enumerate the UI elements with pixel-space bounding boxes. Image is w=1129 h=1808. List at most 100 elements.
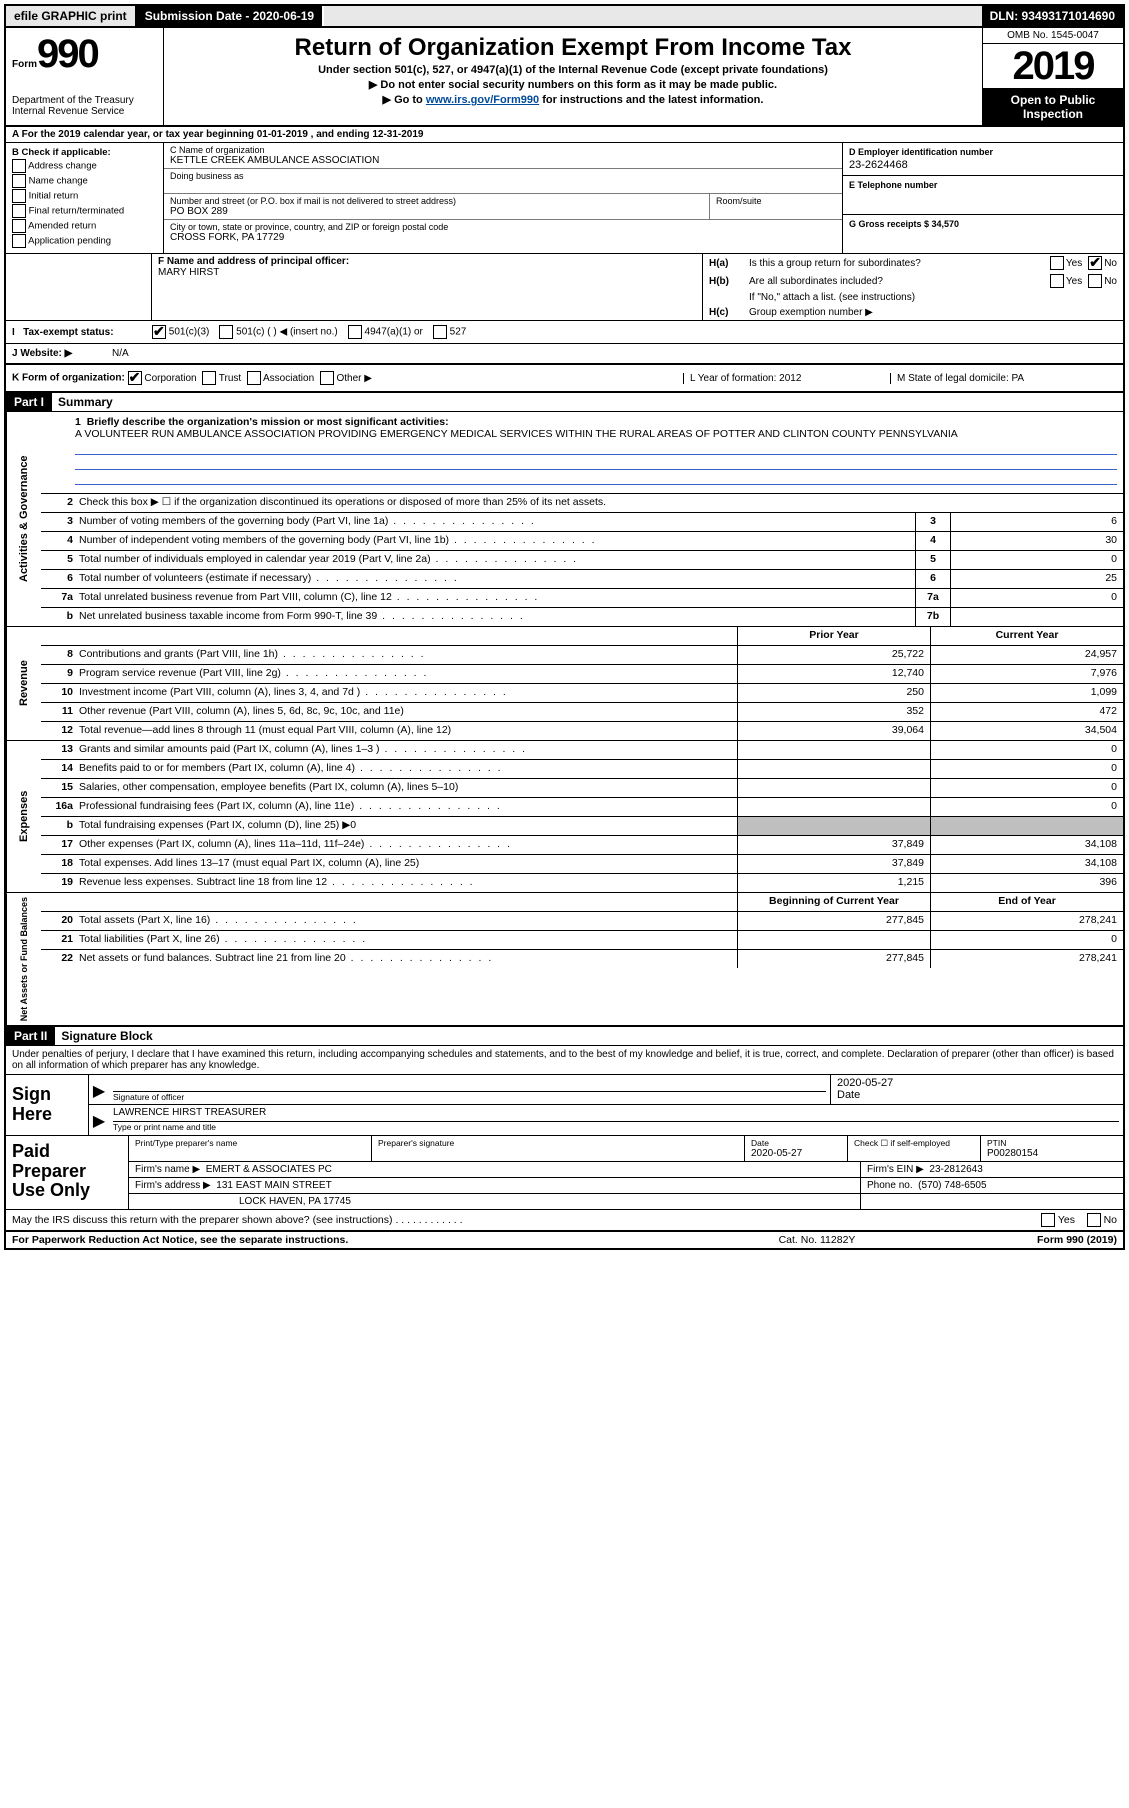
paid-preparer: Paid Preparer Use Only Print/Type prepar… — [6, 1136, 1123, 1210]
discuss-yes[interactable]: Yes — [1041, 1214, 1075, 1226]
self-employed-check[interactable]: Check ☐ if self-employed — [854, 1138, 974, 1149]
line-22: 22Net assets or fund balances. Subtract … — [41, 949, 1123, 968]
city-cell: City or town, state or province, country… — [164, 220, 842, 245]
box-b: B Check if applicable: Address change Na… — [6, 143, 164, 253]
dln: DLN: 93493171014690 — [982, 6, 1123, 26]
box-d: D Employer identification number 23-2624… — [842, 143, 1123, 253]
omb-number: OMB No. 1545-0047 — [983, 28, 1123, 44]
footer: For Paperwork Reduction Act Notice, see … — [6, 1232, 1123, 1248]
gross-receipts: G Gross receipts $ 34,570 — [843, 215, 1123, 253]
org-name-cell: C Name of organization KETTLE CREEK AMBU… — [164, 143, 842, 169]
dept-treasury: Department of the Treasury — [12, 95, 157, 106]
summary-revenue: Revenue Prior Year Current Year 8Contrib… — [6, 627, 1123, 741]
chk-501c3[interactable]: 501(c)(3) — [152, 325, 209, 339]
uline3 — [75, 470, 1117, 485]
box-h: H(a) Is this a group return for subordin… — [702, 254, 1123, 320]
chk-association[interactable]: Association — [244, 373, 314, 384]
firm-phone: (570) 748-6505 — [918, 1180, 986, 1191]
chk-amended-return[interactable]: Amended return — [12, 219, 157, 233]
line-6: 6 Total number of volunteers (estimate i… — [41, 569, 1123, 588]
l-year-formation: L Year of formation: 2012 — [683, 373, 890, 384]
header-right: OMB No. 1545-0047 2019 Open to Public In… — [982, 28, 1123, 125]
paid-preparer-label: Paid Preparer Use Only — [6, 1136, 128, 1209]
goto-line: ▶ Go to www.irs.gov/Form990 for instruct… — [174, 93, 972, 106]
form-990-page: efile GRAPHIC print Submission Date - 20… — [4, 4, 1125, 1250]
rev-head: Prior Year Current Year — [41, 627, 1123, 645]
website-value: N/A — [112, 348, 129, 359]
form-subtitle: Under section 501(c), 527, or 4947(a)(1)… — [174, 64, 972, 76]
line-18: 18Total expenses. Add lines 13–17 (must … — [41, 854, 1123, 873]
typed-name: LAWRENCE HIRST TREASURER Type or print n… — [109, 1105, 1123, 1134]
chk-address-change[interactable]: Address change — [12, 159, 157, 173]
ha-no[interactable]: No — [1088, 256, 1117, 270]
hb-no[interactable]: No — [1088, 274, 1117, 288]
chk-trust[interactable]: Trust — [199, 373, 241, 384]
chk-501c[interactable]: 501(c) ( ) ◀ (insert no.) — [219, 325, 337, 339]
header-center: Return of Organization Exempt From Incom… — [164, 28, 982, 125]
sig-officer-row: ▶ Signature of officer 2020-05-27 Date — [89, 1075, 1123, 1105]
h-a: H(a) Is this a group return for subordin… — [703, 254, 1123, 272]
summary-expenses: Expenses 13Grants and similar amounts pa… — [6, 741, 1123, 893]
line-12: 12Total revenue—add lines 8 through 11 (… — [41, 721, 1123, 740]
line-9: 9Program service revenue (Part VIII, lin… — [41, 664, 1123, 683]
chk-527[interactable]: 527 — [433, 325, 466, 339]
sign-here-label: Sign Here — [6, 1075, 88, 1135]
efile-print[interactable]: efile GRAPHIC print — [6, 6, 137, 26]
hb-yes[interactable]: Yes — [1050, 274, 1082, 288]
line-7b: b Net unrelated business taxable income … — [41, 607, 1123, 626]
arrow-icon: ▶ — [89, 1105, 109, 1134]
spacer-left — [6, 254, 152, 320]
chk-other[interactable]: Other ▶ — [317, 373, 372, 384]
line-1: 1 Briefly describe the organization's mi… — [41, 412, 1123, 440]
side-net-assets: Net Assets or Fund Balances — [6, 893, 41, 1025]
part-ii-header: Part II Signature Block — [6, 1027, 1123, 1046]
discuss-no[interactable]: No — [1087, 1214, 1117, 1226]
chk-name-change[interactable]: Name change — [12, 174, 157, 188]
discuss-yn: Yes No — [917, 1213, 1117, 1227]
box-b-title: B Check if applicable: — [12, 147, 157, 158]
sign-here: Sign Here ▶ Signature of officer 2020-05… — [6, 1075, 1123, 1136]
uline2 — [75, 455, 1117, 470]
irs: Internal Revenue Service — [12, 106, 157, 117]
preparer-date: 2020-05-27 — [751, 1148, 802, 1159]
line-21: 21Total liabilities (Part X, line 26) 0 — [41, 930, 1123, 949]
line-14: 14Benefits paid to or for members (Part … — [41, 759, 1123, 778]
mission-text: A VOLUNTEER RUN AMBULANCE ASSOCIATION PR… — [75, 428, 958, 440]
gov-body: 1 Briefly describe the organization's mi… — [41, 412, 1123, 626]
room-suite: Room/suite — [710, 194, 842, 219]
row-tax-exempt: I Tax-exempt status: 501(c)(3) 501(c) ( … — [6, 321, 1123, 344]
line-4: 4 Number of independent voting members o… — [41, 531, 1123, 550]
summary-governance: Activities & Governance 1 Briefly descri… — [6, 412, 1123, 627]
chk-4947[interactable]: 4947(a)(1) or — [348, 325, 423, 339]
summary-net: Net Assets or Fund Balances Beginning of… — [6, 893, 1123, 1027]
form-title: Return of Organization Exempt From Incom… — [174, 34, 972, 62]
ptin-value: P00280154 — [987, 1148, 1038, 1159]
row-k: K Form of organization: Corporation Trus… — [6, 365, 1123, 393]
header-left: Form990 Department of the Treasury Inter… — [6, 28, 164, 125]
typed-name-row: ▶ LAWRENCE HIRST TREASURER Type or print… — [89, 1105, 1123, 1134]
tax-year: 2019 — [983, 44, 1123, 89]
arrow-icon: ▶ — [89, 1075, 109, 1104]
m-state: M State of legal domicile: PA — [890, 373, 1117, 384]
block-bcd: B Check if applicable: Address change Na… — [6, 143, 1123, 254]
telephone-cell: E Telephone number — [843, 176, 1123, 215]
sign-right: ▶ Signature of officer 2020-05-27 Date ▶… — [88, 1075, 1123, 1135]
chk-corporation[interactable]: Corporation — [128, 373, 197, 384]
chk-initial-return[interactable]: Initial return — [12, 189, 157, 203]
h-b: H(b) Are all subordinates included? Yes … — [703, 272, 1123, 290]
line-7a: 7a Total unrelated business revenue from… — [41, 588, 1123, 607]
side-expenses: Expenses — [6, 741, 41, 892]
signature-officer[interactable]: Signature of officer — [109, 1075, 830, 1104]
chk-final-return[interactable]: Final return/terminated — [12, 204, 157, 218]
header: Form990 Department of the Treasury Inter… — [6, 28, 1123, 127]
h-note: If "No," attach a list. (see instruction… — [703, 290, 1123, 305]
sig-date: 2020-05-27 Date — [830, 1075, 1123, 1104]
chk-application-pending[interactable]: Application pending — [12, 234, 157, 248]
ha-yes[interactable]: Yes — [1050, 256, 1082, 270]
perjury-declaration: Under penalties of perjury, I declare th… — [6, 1046, 1123, 1075]
firm-name: EMERT & ASSOCIATES PC — [206, 1164, 332, 1175]
irs-link[interactable]: www.irs.gov/Form990 — [426, 94, 539, 106]
line-11: 11Other revenue (Part VIII, column (A), … — [41, 702, 1123, 721]
net-body: Beginning of Current Year End of Year 20… — [41, 893, 1123, 1025]
firm-city: LOCK HAVEN, PA 17745 — [129, 1194, 861, 1209]
